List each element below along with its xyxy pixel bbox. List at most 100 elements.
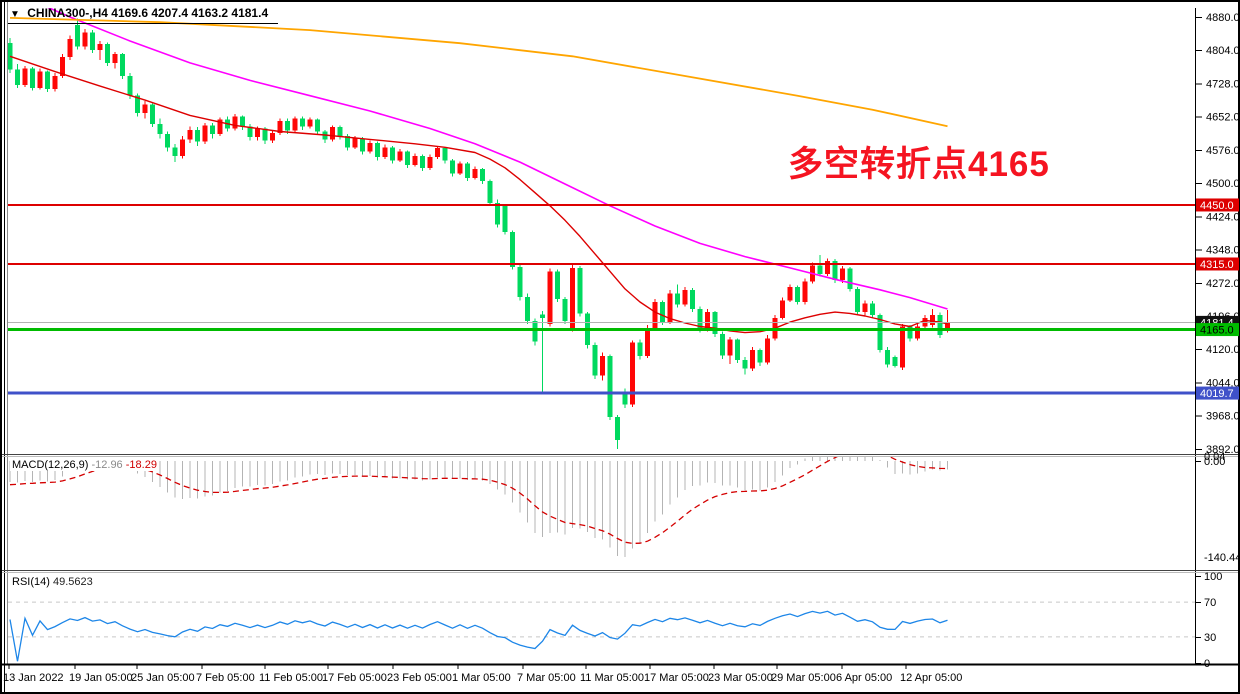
candle-body [450,160,455,174]
candle-body [352,138,358,148]
candle-body [435,148,440,157]
candle-body [847,268,853,289]
ma-lines [9,8,948,334]
candle-body [877,315,883,351]
price-tick-label: 4880.0 [1206,12,1240,24]
candle-body [570,267,575,330]
candle-body [802,281,808,303]
time-tick-label: 25 Jan 05:00 [131,672,195,684]
candle-body [277,121,283,133]
time-tick-label: 11 Feb 05:00 [259,672,323,684]
candle-body [487,180,493,203]
time-tick-label: 6 Apr 05:00 [836,672,892,684]
level-lines [8,203,1195,395]
candle-body [825,260,830,275]
candle-body [712,312,718,334]
candle-body [247,126,253,138]
price-tick-label: 4120.0 [1206,344,1240,356]
candle-body [67,38,73,58]
price-tick-label: 4424.0 [1206,211,1240,223]
rsi-axis-label: 70 [1204,597,1216,609]
time-tick-label: 29 Mar 05:00 [771,672,836,684]
candle-body [735,339,740,361]
candle-body [157,124,163,135]
price-tag [1196,386,1239,400]
candle-body [855,288,860,313]
candle-body [600,355,605,376]
candle-body [757,350,763,363]
candle-body [150,104,155,125]
candle-body [465,163,470,178]
candle-body [142,104,148,114]
symbol-dropdown-icon[interactable]: ▼ [10,9,20,20]
candle-body [495,202,500,225]
candle-body [210,125,215,135]
candle-body [315,119,320,132]
macd-axis-label: 0.00 [1204,456,1225,468]
candle-body [547,271,553,324]
candle-body [885,350,890,365]
price-tick-label: 4272.0 [1206,278,1240,290]
time-tick-label: 11 Mar 05:00 [580,672,644,684]
price-tag-label: 4315.0 [1200,259,1234,271]
candle-body [172,147,178,157]
candle-body [562,298,568,321]
candle-body [480,169,485,181]
candle-body [300,118,305,127]
candle-body [645,328,650,357]
candle-body [862,303,868,313]
candle-body [915,326,920,339]
macd-signal-line [9,457,948,545]
candle-body [262,128,268,141]
candle-body [630,342,635,405]
candle-body [607,355,613,417]
main-panel [8,18,950,449]
candle-body [367,142,373,152]
candle-body [285,121,290,131]
time-tick-label: 7 Mar 05:00 [517,672,576,684]
candle-body [442,148,448,161]
rsi-value: 49.5623 [52,576,93,588]
candle-body [817,265,823,275]
candle-body [540,314,545,318]
candle-body [217,119,223,135]
candle-body [382,147,388,157]
candle-body [120,54,125,77]
candle-body [900,326,905,368]
candle-body [615,416,620,441]
candle-body [765,338,770,363]
candle-body [405,151,410,165]
candle-body [37,71,43,88]
candle-body [180,139,185,157]
candle-body [660,302,665,323]
time-tick-label: 1 Mar 05:00 [452,672,511,684]
symbol-period-label: CHINA300-,H4 [27,6,108,20]
price-tick-label: 4728.0 [1206,78,1240,90]
candle-body [15,69,20,85]
candle-body [907,326,913,339]
macd-name: MACD(12,26,9) [12,459,89,471]
price-tag-label: 4165.0 [1200,325,1234,337]
rsi-indicator-label: RSI(14) 49.5623 [10,576,95,588]
candle-body [780,300,785,318]
candle-body [870,303,875,316]
candle-body [787,287,793,301]
time-tick-label: 23 Feb 05:00 [387,672,452,684]
candle-body [840,268,845,281]
candle-body [682,289,688,305]
candle-body [795,287,800,303]
candle-body [622,392,628,405]
candle-body [397,151,403,161]
candle-body [112,54,118,63]
candle-body [165,134,170,148]
candle-body [97,44,103,50]
price-tick-label: 3892.0 [1206,444,1240,456]
candle-body [52,76,58,90]
price-tick-label: 4500.0 [1206,178,1240,190]
candle-body [577,267,583,314]
time-tick-label: 19 Jan 05:00 [69,672,133,684]
candle-body [195,129,200,142]
